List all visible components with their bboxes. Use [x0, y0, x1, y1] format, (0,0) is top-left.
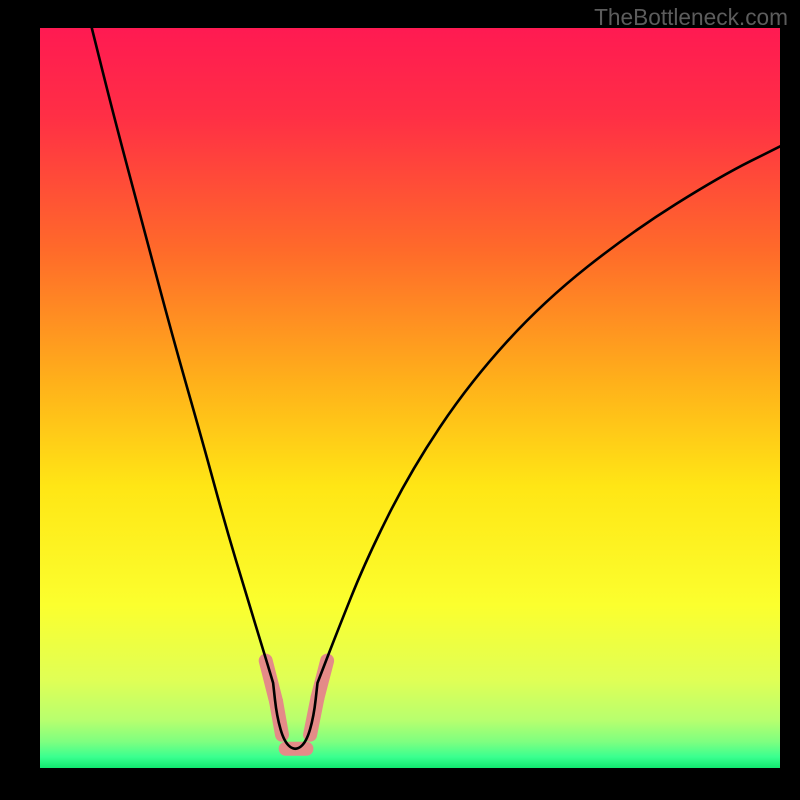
watermark-text: TheBottleneck.com [594, 4, 788, 31]
bottleneck-curve-chart [40, 28, 780, 768]
chart-frame: TheBottleneck.com [0, 0, 800, 800]
gradient-background [40, 28, 780, 768]
